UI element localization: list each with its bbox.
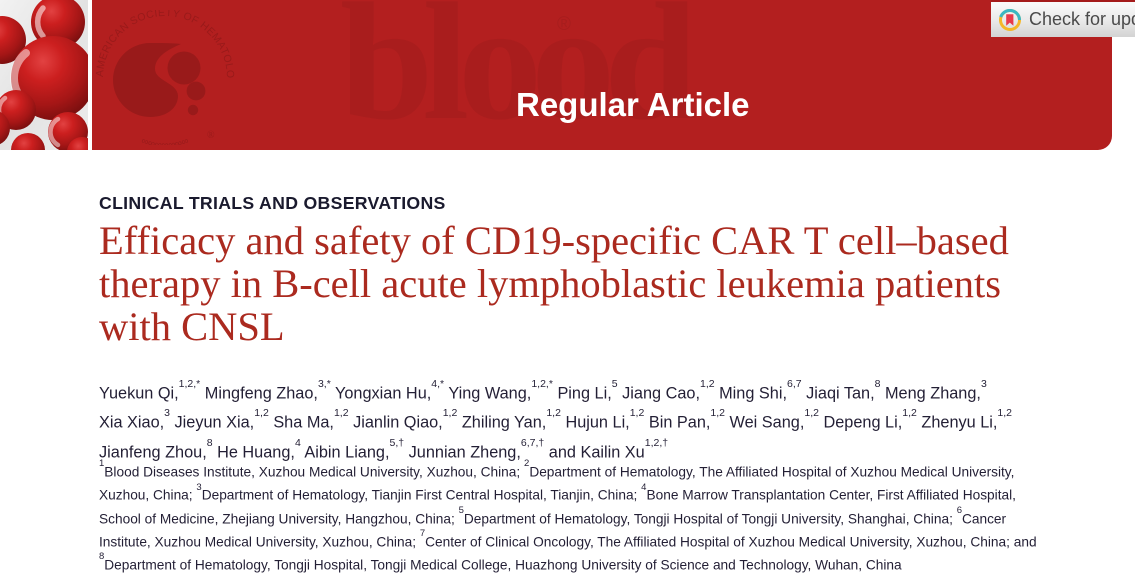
svg-text:∞∞∞∞∞∞∞: ∞∞∞∞∞∞∞ xyxy=(140,136,191,145)
svg-text:®: ® xyxy=(207,130,215,141)
